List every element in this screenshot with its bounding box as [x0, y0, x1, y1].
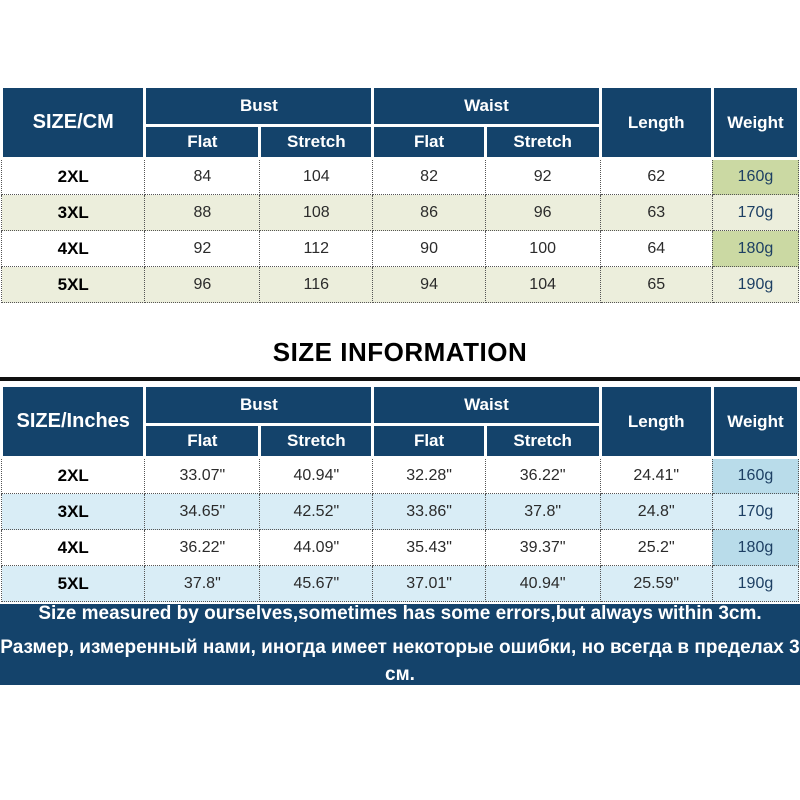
cell: 160g — [711, 158, 800, 195]
cm-waist-header: Waist — [371, 85, 602, 127]
in-header-sub-row: Flat Stretch Flat Stretch — [2, 423, 799, 459]
cell: 4XL — [0, 529, 146, 566]
cell: 40.94" — [259, 457, 374, 494]
cell: 37.01" — [372, 565, 486, 602]
in-waist-header: Waist — [371, 384, 602, 426]
cell: 90 — [372, 230, 486, 267]
size-table-inches: SIZE/Inches Bust Waist Length Weight Fla… — [0, 384, 800, 602]
size-table-cm: SIZE/CM Bust Waist Length Weight Flat St… — [0, 85, 800, 303]
table-row-5xl-inches: 5XL 37.8" 45.67" 37.01" 40.94" 25.59" 19… — [0, 565, 800, 602]
cell: 25.2" — [599, 529, 713, 566]
cell: 33.07" — [144, 457, 261, 494]
cell: 86 — [372, 194, 486, 231]
footer-note-english: Size measured by ourselves,sometimes has… — [38, 602, 762, 624]
footer-note-russian: Размер, измеренный нами, иногда имеет не… — [0, 637, 800, 685]
cell: 5XL — [0, 565, 146, 602]
cell: 44.09" — [259, 529, 374, 566]
in-bust-header: Bust — [143, 384, 375, 426]
in-waist-stretch-header: Stretch — [483, 423, 602, 459]
cell: 42.52" — [259, 493, 374, 530]
cell: 92 — [484, 158, 601, 195]
cm-header-group-row: SIZE/CM Bust Waist Length Weight — [0, 85, 800, 160]
cell: 24.41" — [599, 457, 713, 494]
cell: 3XL — [0, 493, 146, 530]
cm-bust-header: Bust — [143, 85, 375, 127]
table-row-3xl-inches: 3XL 34.65" 42.52" 33.86" 37.8" 24.8" 170… — [0, 493, 800, 530]
in-bust-flat-header: Flat — [143, 423, 262, 459]
cell: 2XL — [0, 158, 146, 195]
table-row-3xl-cm: 3XL 88 108 86 96 63 170g — [0, 194, 800, 231]
cm-header-sub-row: Flat Stretch Flat Stretch — [2, 124, 799, 160]
table-row-4xl-cm: 4XL 92 112 90 100 64 180g — [0, 230, 800, 267]
cell: 92 — [144, 230, 261, 267]
cell: 33.86" — [372, 493, 486, 530]
cell: 104 — [259, 158, 374, 195]
cm-bust-stretch-header: Stretch — [258, 124, 375, 160]
footer-note: Size measured by ourselves,sometimes has… — [0, 602, 800, 685]
cm-weight-header: Weight — [710, 85, 800, 160]
cell: 82 — [372, 158, 486, 195]
cell: 63 — [599, 194, 713, 231]
cell: 190g — [711, 266, 800, 303]
cell: 180g — [711, 529, 800, 566]
size-chart-page: SIZE/CM Bust Waist Length Weight Flat St… — [0, 0, 800, 685]
cell: 5XL — [0, 266, 146, 303]
table-row-2xl-inches: 2XL 33.07" 40.94" 32.28" 36.22" 24.41" 1… — [0, 457, 800, 494]
in-weight-header: Weight — [710, 384, 800, 459]
cm-length-header: Length — [598, 85, 714, 160]
cell: 3XL — [0, 194, 146, 231]
in-bust-stretch-header: Stretch — [258, 423, 375, 459]
cell: 170g — [711, 194, 800, 231]
in-waist-flat-header: Flat — [371, 423, 487, 459]
cell: 35.43" — [372, 529, 486, 566]
table-row-5xl-cm: 5XL 96 116 94 104 65 190g — [0, 266, 800, 303]
cell: 108 — [259, 194, 374, 231]
cell: 62 — [599, 158, 713, 195]
table-row-4xl-inches: 4XL 36.22" 44.09" 35.43" 39.37" 25.2" 18… — [0, 529, 800, 566]
cell: 84 — [144, 158, 261, 195]
cm-corner-header: SIZE/CM — [0, 85, 147, 160]
cell: 45.67" — [259, 565, 374, 602]
cell: 190g — [711, 565, 800, 602]
in-corner-header: SIZE/Inches — [0, 384, 147, 459]
cell: 170g — [711, 493, 800, 530]
cell: 104 — [484, 266, 601, 303]
cm-waist-stretch-header: Stretch — [483, 124, 602, 160]
top-whitespace — [0, 0, 800, 85]
cell: 37.8" — [144, 565, 261, 602]
cell: 32.28" — [372, 457, 486, 494]
cell: 37.8" — [484, 493, 601, 530]
in-header-group-row: SIZE/Inches Bust Waist Length Weight — [0, 384, 800, 459]
cell: 116 — [259, 266, 374, 303]
cell: 36.22" — [484, 457, 601, 494]
cell: 4XL — [0, 230, 146, 267]
cell: 24.8" — [599, 493, 713, 530]
cell: 34.65" — [144, 493, 261, 530]
cell: 40.94" — [484, 565, 601, 602]
cell: 36.22" — [144, 529, 261, 566]
section-divider — [0, 377, 800, 381]
cell: 65 — [599, 266, 713, 303]
cm-waist-flat-header: Flat — [371, 124, 487, 160]
cell: 39.37" — [484, 529, 601, 566]
cell: 96 — [144, 266, 261, 303]
cell: 88 — [144, 194, 261, 231]
cell: 96 — [484, 194, 601, 231]
cell: 100 — [484, 230, 601, 267]
in-length-header: Length — [598, 384, 714, 459]
cm-bust-flat-header: Flat — [143, 124, 262, 160]
cell: 112 — [259, 230, 374, 267]
cell: 64 — [599, 230, 713, 267]
cell: 2XL — [0, 457, 146, 494]
cell: 180g — [711, 230, 800, 267]
cell: 94 — [372, 266, 486, 303]
cell: 160g — [711, 457, 800, 494]
table-row-2xl-cm: 2XL 84 104 82 92 62 160g — [0, 158, 800, 195]
cell: 25.59" — [599, 565, 713, 602]
page-title: SIZE INFORMATION — [272, 337, 528, 367]
